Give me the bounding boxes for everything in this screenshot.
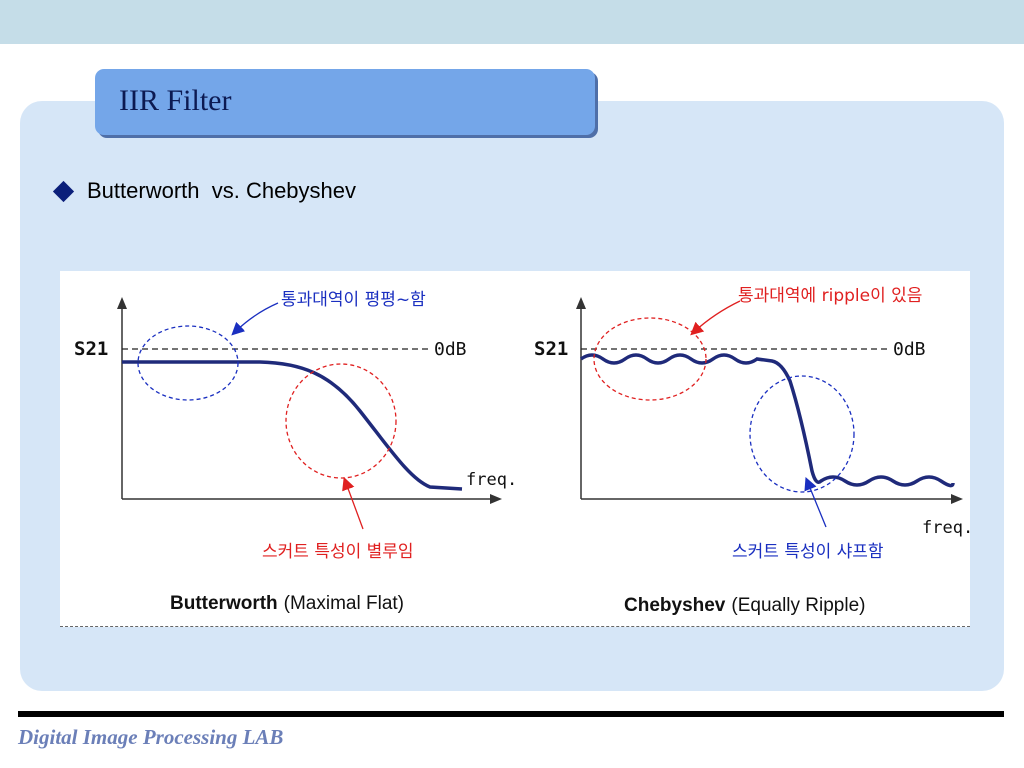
chebyshev-caption-bold: Chebyshev <box>624 595 726 616</box>
chebyshev-top-annotation: 통과대역에 ripple이 있음 <box>738 286 922 306</box>
top-band <box>0 0 1024 44</box>
slide-title: IIR Filter <box>119 84 232 117</box>
chebyshev-caption: Chebyshev (Equally Ripple) <box>624 595 866 616</box>
footer-rule <box>18 711 1004 717</box>
chebyshev-y-axis-arrow-icon <box>576 297 586 309</box>
chebyshev-panel: S21 0dB freq. 통과대역에 ripple이 있음 스커트 특성이 샤… <box>534 286 970 616</box>
butterworth-caption-bold: Butterworth <box>170 593 278 614</box>
butterworth-caption-rest: (Maximal Flat) <box>284 593 404 614</box>
chebyshev-ylabel: S21 <box>534 338 568 360</box>
chebyshev-bottom-annotation-arrow <box>804 476 827 528</box>
chebyshev-xlabel: freq. <box>922 518 970 538</box>
filter-comparison-figure: S21 0dB freq. 통과대역이 평평~함 스커트 특성이 별루임 But… <box>60 271 970 627</box>
butterworth-passband-highlight <box>137 325 239 401</box>
butterworth-xlabel: freq. <box>466 470 517 490</box>
bullet-item: Butterworth vs. Chebyshev <box>52 176 356 206</box>
butterworth-bottom-annotation: 스커트 특성이 별루임 <box>262 542 414 562</box>
chebyshev-top-annotation-arrow <box>690 300 741 336</box>
chebyshev-passband-highlight <box>593 317 707 401</box>
chebyshev-bottom-annotation: 스커트 특성이 샤프함 <box>732 542 884 562</box>
diamond-bullet-icon <box>52 180 75 202</box>
butterworth-x-axis-arrow-icon <box>490 494 502 504</box>
chebyshev-response-curve <box>579 353 955 488</box>
butterworth-ylabel: S21 <box>74 338 108 360</box>
butterworth-panel: S21 0dB freq. 통과대역이 평평~함 스커트 특성이 별루임 But… <box>74 290 517 614</box>
title-tab: IIR Filter <box>95 69 595 135</box>
chebyshev-0db-label: 0dB <box>893 339 926 360</box>
butterworth-response-curve <box>122 360 463 491</box>
chebyshev-x-axis-arrow-icon <box>951 494 963 504</box>
butterworth-y-axis-arrow-icon <box>117 297 127 309</box>
chebyshev-caption-rest: (Equally Ripple) <box>731 595 865 616</box>
chebyshev-skirt-highlight <box>749 375 855 493</box>
butterworth-caption: Butterworth (Maximal Flat) <box>170 593 404 614</box>
filter-diagram-svg: S21 0dB freq. 통과대역이 평평~함 스커트 특성이 별루임 But… <box>74 286 970 616</box>
butterworth-top-annotation: 통과대역이 평평~함 <box>281 290 426 310</box>
butterworth-bottom-annotation-arrow <box>342 476 364 530</box>
butterworth-0db-label: 0dB <box>434 339 467 360</box>
butterworth-skirt-highlight <box>285 363 397 479</box>
bullet-text: Butterworth vs. Chebyshev <box>87 178 357 203</box>
butterworth-top-annotation-arrow <box>231 302 279 336</box>
footer-lab-name: Digital Image Processing LAB <box>18 725 284 749</box>
